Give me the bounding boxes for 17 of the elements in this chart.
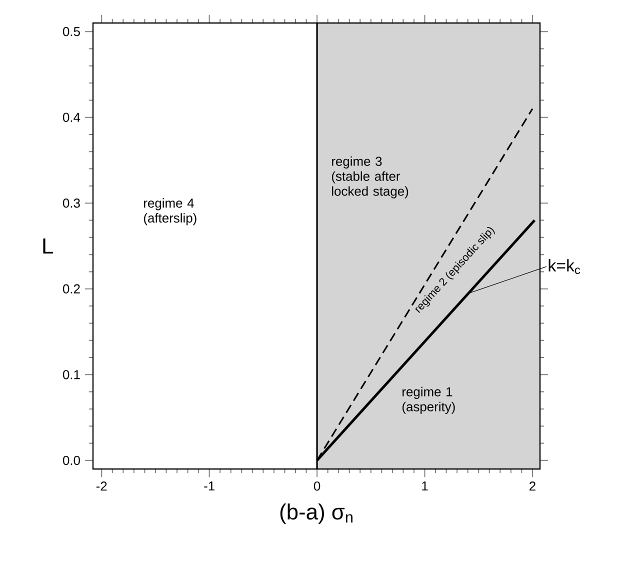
annotation: k=k$_{c}$ <box>548 259 580 274</box>
y-axis-title: L <box>43 238 53 254</box>
y-tick-label: 0.4 <box>62 112 80 122</box>
x-tick-label: -1 <box>204 482 214 490</box>
y-tick-label: 0.2 <box>62 284 80 294</box>
annotation: regime 4 (afterslip) <box>144 198 196 226</box>
x-axis-title: (b-a) σ$_{n}$ <box>280 504 352 524</box>
x-tick-label: 1 <box>422 482 428 490</box>
y-tick-label: 0.1 <box>62 370 80 380</box>
y-tick-label: 0.0 <box>62 456 80 466</box>
x-tick-label: 0 <box>314 482 320 491</box>
x-tick-label: 2 <box>530 482 536 491</box>
y-tick-label: 0.5 <box>62 26 80 36</box>
x-tick-label: -2 <box>96 482 107 491</box>
annotation: regime 1 (asperity) <box>402 386 455 414</box>
annotation: regime 3 (stable after locked stage) <box>332 156 408 198</box>
y-tick-label: 0.3 <box>62 198 80 208</box>
